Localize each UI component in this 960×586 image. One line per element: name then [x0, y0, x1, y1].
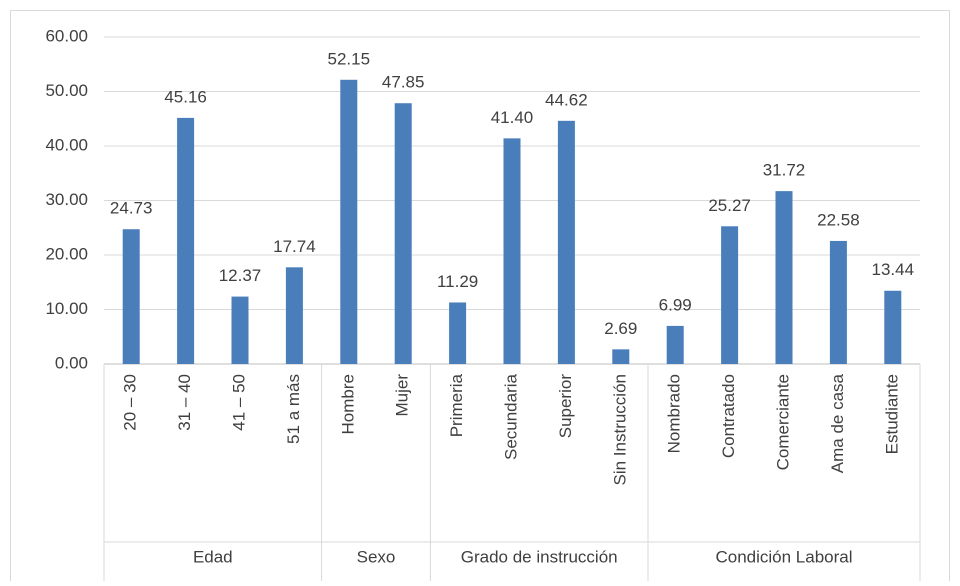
bar: [557, 120, 575, 364]
bar: [612, 349, 630, 364]
bar: [122, 229, 140, 364]
x-tick-label: Ama de casa: [828, 373, 847, 473]
bar: [231, 296, 249, 364]
y-tick-label: 10.00: [45, 299, 88, 318]
group-label: Grado de instrucción: [461, 547, 618, 566]
x-tick-label: 51 a más: [284, 374, 303, 444]
x-tick-label: Hombre: [338, 374, 357, 434]
x-tick-label: Superior: [556, 374, 575, 439]
bar: [285, 267, 303, 364]
x-tick-label: 20 – 30: [121, 374, 140, 431]
x-tick-label: Sin Instrucción: [610, 374, 629, 486]
value-label: 52.15: [328, 49, 371, 68]
x-tick-label: Comerciante: [773, 374, 792, 470]
value-label: 17.74: [273, 237, 316, 256]
value-label: 44.62: [545, 90, 588, 109]
bar: [340, 79, 358, 364]
group-label: Condición Laboral: [715, 547, 852, 566]
x-tick-label: Contratado: [719, 374, 738, 458]
x-tick-label: 31 – 40: [175, 374, 194, 431]
chart-frame: [10, 10, 950, 586]
bar: [503, 138, 521, 364]
x-tick-label: Primeria: [447, 373, 466, 437]
y-tick-label: 40.00: [45, 135, 88, 154]
bar: [394, 103, 412, 364]
bar: [775, 191, 793, 364]
bar: [884, 290, 902, 364]
y-tick-label: 30.00: [45, 190, 88, 209]
x-tick-label: Secundaria: [501, 373, 520, 460]
bar: [666, 325, 684, 364]
value-label: 2.69: [604, 319, 637, 338]
value-label: 22.58: [817, 210, 860, 229]
value-label: 31.72: [763, 161, 806, 180]
value-label: 45.16: [164, 87, 207, 106]
group-label: Edad: [193, 547, 233, 566]
value-label: 11.29: [437, 272, 478, 291]
y-tick-label: 0.00: [55, 353, 88, 372]
y-tick-label: 60.00: [45, 26, 88, 45]
value-label: 13.44: [872, 260, 915, 279]
value-label: 6.99: [659, 295, 692, 314]
bar: [721, 226, 739, 364]
bar: [829, 240, 847, 364]
x-tick-label: Estudiante: [882, 374, 901, 454]
group-label: Sexo: [357, 547, 396, 566]
value-label: 47.85: [382, 73, 425, 92]
x-tick-label: Mujer: [393, 374, 412, 417]
value-label: 24.73: [110, 199, 153, 218]
bar: [449, 302, 467, 364]
x-tick-label: Nombrado: [665, 374, 684, 453]
bar: [177, 117, 195, 365]
y-tick-label: 50.00: [45, 81, 88, 100]
x-tick-label: 41 – 50: [229, 374, 248, 431]
value-label: 41.40: [491, 108, 534, 127]
value-label: 12.37: [219, 266, 262, 285]
y-tick-label: 20.00: [45, 244, 88, 263]
value-label: 25.27: [708, 196, 751, 215]
